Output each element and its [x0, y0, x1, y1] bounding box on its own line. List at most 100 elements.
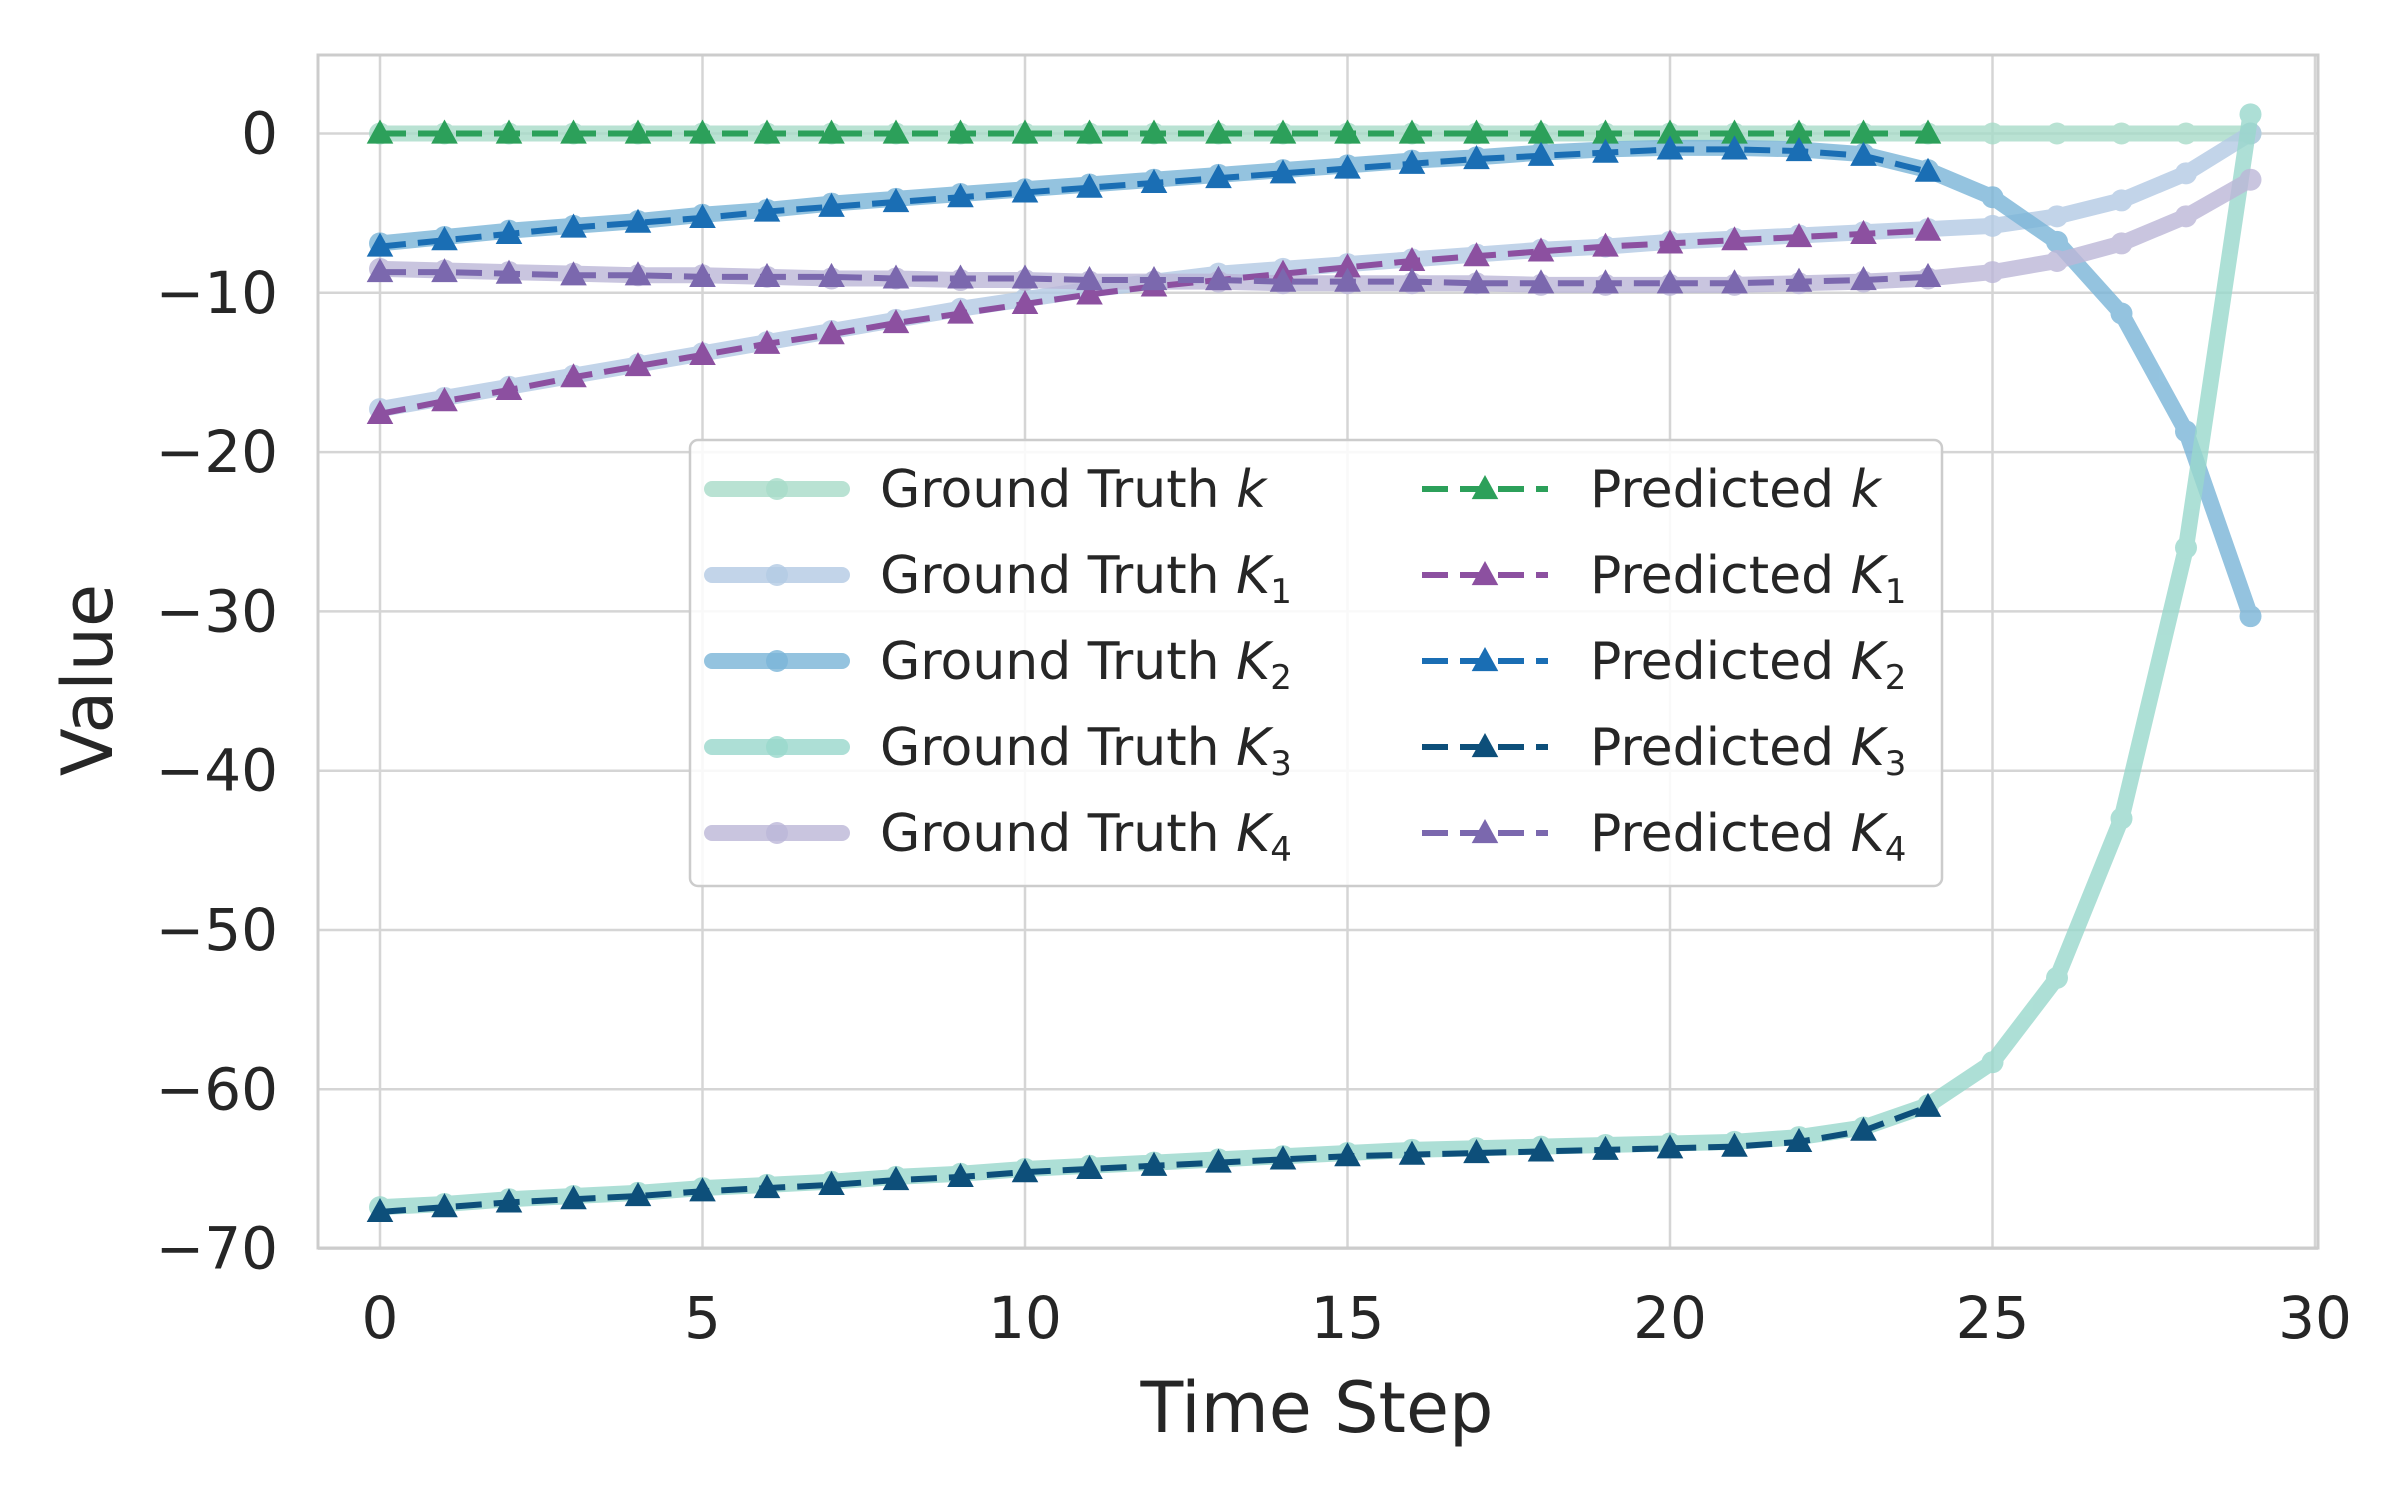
series-predicted-k3	[366, 1092, 1942, 1223]
data-point	[366, 258, 394, 283]
y-tick-label: 0	[241, 100, 278, 168]
data-point	[495, 219, 523, 244]
data-point	[1981, 1051, 2004, 1074]
data-point	[2175, 536, 2197, 559]
data-point	[560, 261, 587, 286]
data-point	[2175, 162, 2197, 185]
data-point	[1398, 119, 1426, 144]
data-point	[2110, 189, 2133, 212]
legend-label: Predicted K1	[1590, 546, 1906, 612]
data-point	[947, 299, 974, 324]
legend-marker	[1471, 733, 1499, 758]
data-point	[495, 119, 523, 144]
data-point	[1981, 261, 2004, 284]
data-point	[1785, 119, 1813, 144]
legend-box	[688, 438, 1944, 888]
legend-item	[704, 650, 850, 672]
data-point	[624, 208, 652, 233]
y-tick-label: −50	[156, 896, 278, 964]
data-point	[1721, 119, 1748, 144]
data-point	[1269, 1145, 1297, 1170]
data-point	[495, 1188, 523, 1213]
data-point	[1334, 154, 1361, 179]
data-point	[1850, 266, 1877, 291]
data-point	[1205, 266, 1232, 291]
data-point	[624, 352, 652, 377]
data-point	[1850, 219, 1877, 244]
data-point	[753, 262, 781, 287]
data-point	[753, 329, 781, 354]
data-point	[882, 309, 910, 334]
data-point	[2046, 249, 2068, 272]
data-point	[624, 261, 652, 286]
data-point	[947, 183, 974, 208]
data-point	[947, 119, 974, 144]
data-point	[1721, 1132, 1748, 1157]
data-point	[560, 363, 587, 388]
data-point	[1140, 266, 1168, 291]
data-point	[1914, 119, 1942, 144]
data-point	[1914, 1092, 1942, 1117]
data-point	[2239, 605, 2262, 628]
series-predicted-k4	[366, 258, 1942, 294]
legend-label: Predicted K2	[1590, 632, 1906, 698]
data-point	[753, 1174, 781, 1199]
x-axis-label: Time Step	[1140, 1367, 1494, 1449]
y-tick-label: −70	[156, 1215, 278, 1283]
data-point	[1011, 289, 1039, 315]
data-point	[1721, 269, 1748, 294]
legend-item	[1422, 561, 1548, 586]
legend-label: Predicted k	[1590, 460, 1883, 520]
data-point	[1011, 119, 1039, 144]
legend-item	[1422, 475, 1548, 500]
data-point	[1656, 119, 1684, 144]
data-point	[495, 259, 523, 284]
data-point	[1785, 223, 1813, 248]
data-point	[1981, 214, 2004, 237]
data-point	[1140, 168, 1168, 193]
data-point	[1721, 226, 1748, 251]
data-point	[1463, 144, 1490, 170]
data-point	[431, 1193, 458, 1218]
data-point	[2046, 966, 2068, 989]
legend-label: Ground Truth k	[880, 460, 1268, 520]
data-point	[1398, 1140, 1426, 1165]
data-point	[1785, 1127, 1813, 1152]
data-point	[1076, 280, 1103, 305]
data-point	[1592, 1135, 1619, 1160]
data-point	[1527, 237, 1555, 262]
data-point	[753, 197, 781, 222]
data-point	[1914, 216, 1942, 241]
data-point	[1592, 232, 1619, 257]
data-point	[495, 375, 523, 401]
data-point	[431, 258, 458, 283]
data-point	[882, 119, 910, 144]
data-point	[689, 340, 716, 366]
data-point	[1334, 1142, 1361, 1167]
data-point	[2110, 122, 2133, 145]
data-point	[366, 1197, 394, 1223]
data-point	[1334, 253, 1361, 278]
data-point	[1011, 178, 1039, 203]
data-point	[2046, 205, 2068, 228]
legend-item	[1422, 733, 1548, 758]
data-point	[1656, 1134, 1684, 1159]
y-tick-label: −40	[156, 737, 278, 805]
legend-marker	[1471, 475, 1499, 500]
x-tick-label: 0	[362, 1284, 399, 1352]
data-point	[947, 264, 974, 289]
y-tick-label: −20	[156, 418, 278, 486]
legend-marker	[1471, 561, 1499, 586]
data-point	[431, 387, 458, 412]
data-point	[1334, 267, 1361, 292]
data-point	[1785, 267, 1813, 292]
data-point	[2110, 807, 2133, 830]
data-point	[753, 119, 781, 144]
data-point	[1850, 141, 1877, 166]
y-tick-label: −30	[156, 577, 278, 645]
data-point	[818, 262, 845, 287]
legend-item	[1422, 647, 1548, 672]
legend-marker	[766, 822, 788, 844]
x-tick-label: 15	[1311, 1284, 1385, 1352]
